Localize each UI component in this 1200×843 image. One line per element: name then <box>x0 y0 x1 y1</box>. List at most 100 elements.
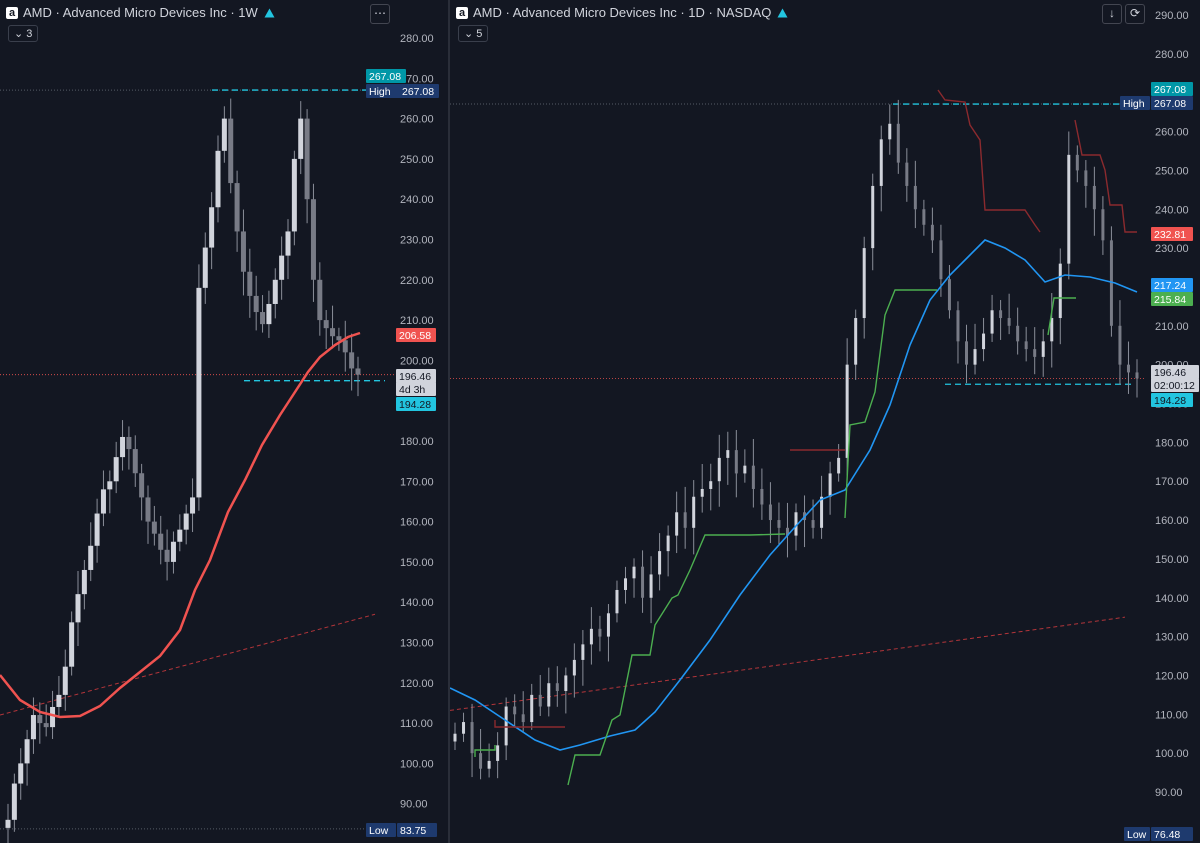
price-axis-label: 150.00 <box>1155 554 1189 566</box>
price-axis-label: 120.00 <box>1155 670 1189 682</box>
low-value-tag: 83.75 <box>400 825 426 837</box>
candle-body <box>504 706 508 746</box>
candle-body <box>120 436 126 458</box>
daily-chart-pane[interactable]: 290.00280.00270.00260.00250.00240.00230.… <box>450 0 1200 843</box>
candle-body <box>572 659 576 676</box>
candle-body <box>709 481 713 489</box>
candle-body <box>1109 240 1113 326</box>
low-value-tag-bg <box>1151 827 1193 841</box>
candle-body <box>266 303 272 325</box>
price-axis-label: 160.00 <box>400 517 434 529</box>
candle-body <box>555 683 559 691</box>
flag-icon[interactable] <box>777 8 788 17</box>
flag-icon[interactable] <box>264 8 275 17</box>
indicators-toggle[interactable]: ⌄ 5 <box>458 25 489 42</box>
candle-body <box>462 722 466 734</box>
candle-body <box>479 753 483 769</box>
candle-body <box>905 162 909 186</box>
candle-body <box>164 549 170 562</box>
candle-body <box>5 819 11 828</box>
countdown-tag-bg <box>1151 378 1199 392</box>
candle-body <box>760 488 764 505</box>
candle-body <box>1041 341 1045 357</box>
low-value-tag-bg <box>397 823 437 837</box>
candle-body <box>1033 349 1037 357</box>
candle-body <box>828 473 832 497</box>
indicators-count: 3 <box>26 28 33 40</box>
countdown-tag: 02:00:12 <box>1154 380 1195 392</box>
candle-body <box>170 541 176 562</box>
countdown-tag: 4d 3h <box>399 384 425 396</box>
weekly-chart-canvas[interactable]: 280.00 270.00 260.00 250.00 240.00 230.00 220.… <box>0 0 448 843</box>
candle-body <box>81 569 87 595</box>
price-axis-label: 90.00 <box>1155 787 1183 799</box>
candle-body <box>221 118 227 151</box>
candle-body <box>785 527 789 536</box>
price-tag-194: 194.28 <box>1154 395 1186 407</box>
candle-body <box>1067 154 1071 264</box>
chart-header: a AMD · Advanced Micro Devices Inc · 1W <box>6 5 275 20</box>
candle-body <box>18 763 24 784</box>
candle-body <box>234 183 240 232</box>
candle-body <box>43 723 49 728</box>
low-label-tag: Low <box>369 825 389 837</box>
candle-body <box>751 465 755 489</box>
candle-body <box>1126 364 1130 373</box>
candle-body <box>487 760 491 769</box>
more-dots-icon[interactable]: ⋯ <box>370 4 390 24</box>
indicators-toggle[interactable]: ⌄ 3 <box>8 25 39 42</box>
candle-body <box>145 497 151 522</box>
candle-body <box>598 628 602 637</box>
price-axis-label: 140.00 <box>400 597 434 609</box>
weekly-chart-pane[interactable]: 280.00 270.00 260.00 250.00 240.00 230.00 220.… <box>0 0 450 843</box>
candle-body <box>215 150 221 208</box>
candle-body <box>342 340 348 353</box>
price-axis-label: 200.00 <box>400 355 434 367</box>
candle-body <box>56 694 62 707</box>
candle-body <box>62 666 68 695</box>
candle-body <box>1075 154 1079 171</box>
candle-body <box>349 352 355 369</box>
candle-body <box>521 714 525 723</box>
candle-body <box>304 118 310 200</box>
last-price-tag: 196.46 <box>1154 367 1186 379</box>
high-value-tag-bg <box>1151 96 1193 110</box>
candle-body <box>632 566 636 579</box>
candle-body <box>973 349 977 365</box>
high-label-tag: High <box>369 86 391 98</box>
candle-body <box>126 436 132 450</box>
candle-body <box>538 694 542 707</box>
price-axis-label: 150.00 <box>400 557 434 569</box>
blue-value-tag-bg <box>1151 278 1193 292</box>
candle-body <box>183 513 189 530</box>
candle-body <box>470 722 474 754</box>
high-price-tag-bg <box>1151 82 1193 96</box>
candle-body <box>107 481 113 490</box>
price-axis-label: 170.00 <box>400 476 434 488</box>
candle-body <box>113 457 119 482</box>
candle-body <box>820 496 824 528</box>
candle-body <box>896 123 900 163</box>
candle-body <box>922 209 926 225</box>
candle-body <box>990 310 994 334</box>
candle-body <box>240 231 246 272</box>
daily-chart-canvas[interactable]: 290.00280.00270.00260.00250.00240.00230.… <box>450 0 1200 843</box>
ma-value-tag: 206.58 <box>399 330 431 342</box>
countdown-tag-bg <box>396 382 436 396</box>
price-axis-label: 100.00 <box>1155 748 1189 760</box>
candle-body <box>965 341 968 365</box>
green-value-tag-bg <box>1151 292 1193 306</box>
price-axis-label: 220.00 <box>400 275 434 287</box>
red-value-tag-bg <box>1151 227 1193 241</box>
candle-body <box>1050 318 1054 342</box>
candle-body <box>692 496 696 528</box>
price-axis-label: 260.00 <box>1155 127 1189 139</box>
candle-body <box>50 706 56 728</box>
candle-body <box>317 279 323 321</box>
candle-body <box>768 504 772 521</box>
refresh-icon[interactable]: ⟳ <box>1125 4 1145 24</box>
candle-body <box>854 318 858 365</box>
candle-body <box>811 520 815 528</box>
arrow-down-icon[interactable]: ↓ <box>1102 4 1122 24</box>
candle-body <box>285 231 291 256</box>
